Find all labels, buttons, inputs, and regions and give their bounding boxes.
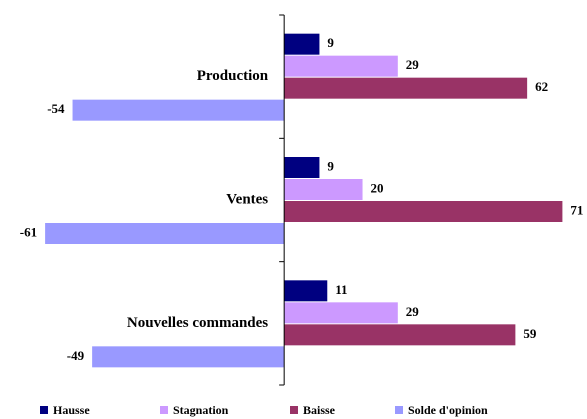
bar xyxy=(284,280,328,302)
data-label: -49 xyxy=(67,348,85,363)
legend-label: Baisse xyxy=(303,403,336,417)
category-label: Nouvelles commandes xyxy=(127,315,268,331)
bar xyxy=(45,223,285,244)
bar xyxy=(284,157,320,178)
data-label: 29 xyxy=(406,57,420,72)
data-label: 9 xyxy=(327,158,334,173)
legend-swatch xyxy=(160,406,168,414)
data-label: 71 xyxy=(570,202,583,217)
bar xyxy=(92,346,285,368)
bar xyxy=(284,77,528,99)
bar xyxy=(284,55,398,77)
legend-swatch xyxy=(40,406,48,414)
legend-label: Solde d'opinion xyxy=(408,403,488,417)
data-label: 20 xyxy=(371,180,384,195)
category-label: Ventes xyxy=(226,191,268,207)
data-label: 59 xyxy=(523,326,537,341)
legend-swatch xyxy=(395,406,403,414)
bar xyxy=(284,201,563,222)
legend-label: Hausse xyxy=(53,403,90,417)
bar xyxy=(284,324,516,346)
data-label: -54 xyxy=(47,101,65,116)
legend-swatch xyxy=(290,406,298,414)
legend-label: Stagnation xyxy=(173,403,229,417)
data-label: 62 xyxy=(535,79,548,94)
bar xyxy=(284,33,320,55)
bar xyxy=(72,99,285,121)
bar xyxy=(284,179,363,200)
bar xyxy=(284,302,398,324)
data-label: 29 xyxy=(406,304,420,319)
data-label: 11 xyxy=(335,282,347,297)
data-label: -61 xyxy=(20,224,37,239)
category-label: Production xyxy=(197,68,269,84)
data-label: 9 xyxy=(327,35,334,50)
